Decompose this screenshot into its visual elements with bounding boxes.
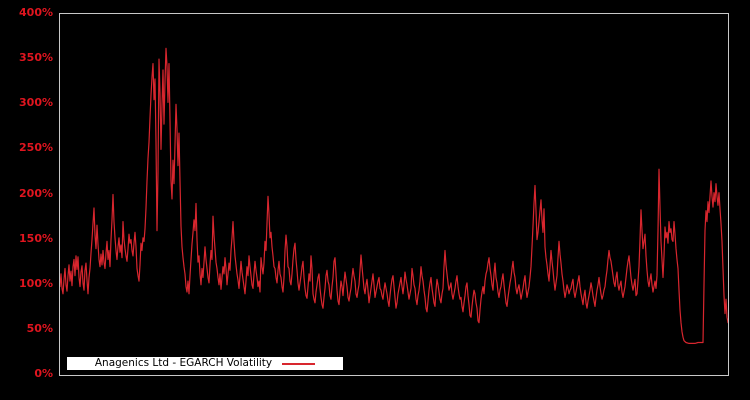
legend-label: Anagenics Ltd - EGARCH Volatility <box>94 357 273 369</box>
y-axis-tick-label: 150% <box>19 231 53 245</box>
y-axis-tick-label: 200% <box>19 186 53 200</box>
volatility-line-svg <box>60 47 728 344</box>
y-axis-tick-label: 400% <box>19 6 53 19</box>
y-axis-tick-label: 250% <box>19 141 53 155</box>
legend-line-swatch <box>282 362 316 365</box>
y-axis-tick-label: 350% <box>19 51 53 65</box>
y-axis-tick-label: 300% <box>19 96 53 110</box>
y-axis-tick-label: 50% <box>26 321 53 335</box>
y-axis-tick-label: 100% <box>19 276 53 290</box>
volatility-line <box>60 47 728 344</box>
plot-area: Anagenics Ltd - EGARCH Volatility <box>59 13 729 376</box>
y-axis: 0% 50% 100% 150% 200% 250% 300% 350% 400% <box>0 0 53 400</box>
legend: Anagenics Ltd - EGARCH Volatility <box>67 357 343 370</box>
y-axis-tick-label: 0% <box>34 367 53 380</box>
